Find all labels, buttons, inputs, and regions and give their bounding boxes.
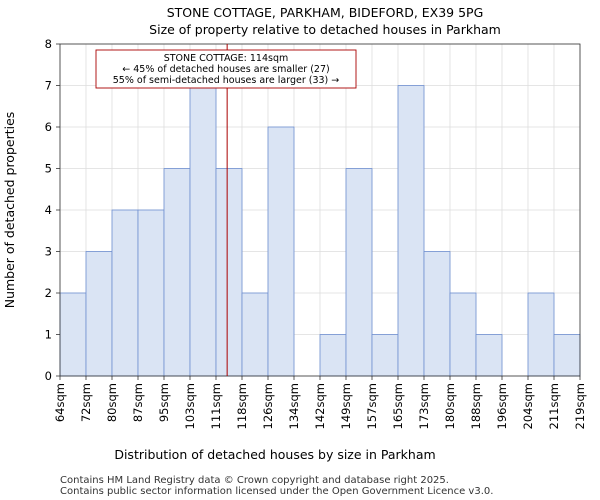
bar-64sqm: [59, 292, 87, 377]
x-tick-label: 188sqm: [469, 383, 483, 429]
x-tick-label: 103sqm: [183, 383, 197, 429]
footer-line-2: Contains public sector information licen…: [60, 486, 493, 497]
bar-211sqm: [553, 334, 581, 377]
footer-line-1: Contains HM Land Registry data © Crown c…: [60, 475, 449, 486]
x-tick-label: 157sqm: [365, 383, 379, 429]
y-axis-label: Number of detached properties: [2, 112, 17, 309]
bar-204sqm: [527, 292, 555, 377]
y-axis-ticks: 0 1 2 3 4 5 6 7 8: [45, 37, 60, 383]
annotation-line-1: STONE COTTAGE: 114sqm: [164, 53, 289, 64]
x-tick-label: 219sqm: [573, 383, 587, 429]
x-tick-label: 87sqm: [131, 383, 145, 422]
bar-142sqm: [319, 334, 347, 377]
x-tick-label: 142sqm: [313, 383, 327, 429]
bar-118sqm: [241, 292, 269, 377]
x-tick-label: 134sqm: [287, 383, 301, 429]
bar-188sqm: [475, 334, 503, 377]
y-tick-label: 7: [45, 79, 52, 93]
bar-149sqm: [345, 168, 373, 377]
x-tick-label: 118sqm: [235, 383, 249, 429]
x-axis-label: Distribution of detached houses by size …: [114, 447, 435, 462]
x-tick-label: 180sqm: [443, 383, 457, 429]
x-tick-label: 80sqm: [105, 383, 119, 422]
x-tick-label: 95sqm: [157, 383, 171, 422]
x-axis-ticks: 64sqm 72sqm 80sqm 87sqm 95sqm 103sqm 111sqm 118…: [53, 376, 587, 429]
bar-126sqm: [267, 126, 295, 377]
annotation-box: STONE COTTAGE: 114sqm ← 45% of detached …: [95, 49, 357, 89]
bar-165sqm: [397, 85, 425, 377]
chart-subtitle: Size of property relative to detached ho…: [149, 22, 501, 37]
bar-157sqm: [371, 334, 399, 377]
annotation-line-3: 55% of semi-detached houses are larger (…: [113, 75, 340, 86]
x-tick-label: 196sqm: [495, 383, 509, 429]
y-tick-label: 4: [45, 203, 52, 217]
y-tick-label: 3: [45, 245, 52, 259]
x-tick-label: 211sqm: [547, 383, 561, 429]
x-tick-label: 204sqm: [521, 383, 535, 429]
bar-87sqm: [137, 209, 165, 377]
y-tick-label: 6: [45, 120, 52, 134]
annotation-frame: [95, 49, 357, 89]
y-tick-label: 0: [45, 369, 52, 383]
chart-title: STONE COTTAGE, PARKHAM, BIDEFORD, EX39 5…: [167, 5, 484, 20]
bar-180sqm: [449, 292, 477, 377]
y-tick-label: 2: [45, 286, 52, 300]
y-tick-label: 8: [45, 37, 52, 51]
x-tick-label: 64sqm: [53, 383, 67, 422]
x-tick-label: 111sqm: [209, 383, 223, 429]
bar-111sqm: [215, 168, 243, 377]
x-tick-label: 165sqm: [391, 383, 405, 429]
bar-95sqm: [163, 168, 191, 377]
x-tick-label: 149sqm: [339, 383, 353, 429]
x-tick-label: 72sqm: [79, 383, 93, 422]
y-tick-label: 5: [45, 162, 52, 176]
x-tick-label: 173sqm: [417, 383, 431, 429]
y-tick-label: 1: [45, 328, 52, 342]
bar-72sqm: [85, 251, 113, 377]
bar-103sqm: [189, 85, 217, 377]
bar-173sqm: [423, 251, 451, 377]
bar-80sqm: [111, 209, 139, 377]
annotation-line-2: ← 45% of detached houses are smaller (27…: [122, 64, 329, 75]
bars: [59, 85, 581, 377]
x-tick-label: 126sqm: [261, 383, 275, 429]
